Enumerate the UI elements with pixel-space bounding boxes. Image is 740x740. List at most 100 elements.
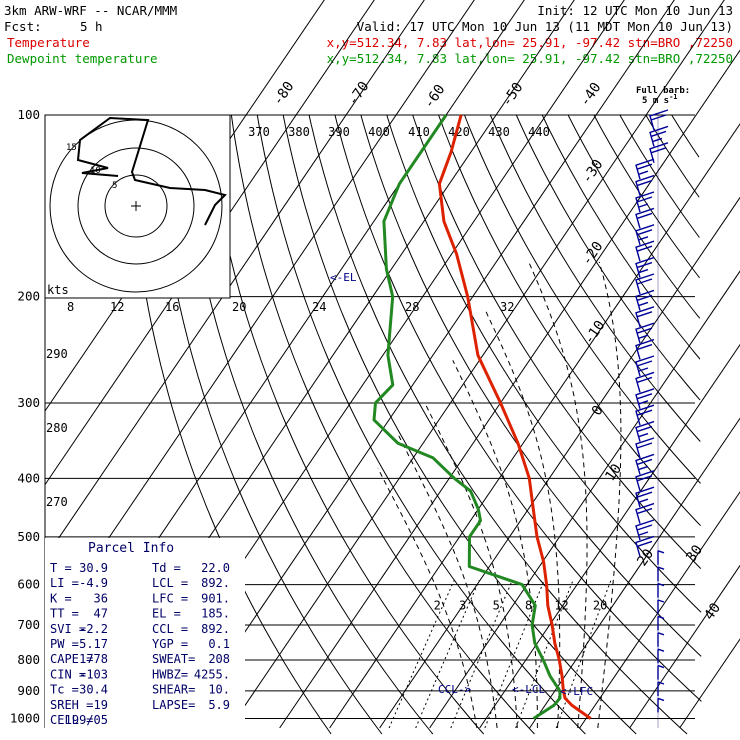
parcel-info-cell: K = — [50, 591, 72, 605]
ring-label: 12 — [110, 300, 124, 314]
pressure-tick-label: 600 — [17, 577, 40, 592]
parcel-info-cell: LFC = — [152, 591, 188, 605]
isotherm-label: 40 — [701, 600, 724, 623]
pressure-tick-label: 100 — [17, 107, 40, 122]
temperature-series-info: x,y=512.34, 7.83 lat,lon= 25.91, -97.42 … — [327, 35, 733, 50]
forecast-hours: 5 h — [80, 19, 103, 34]
parcel-info-cell: 36 — [94, 591, 108, 605]
parcel-info-cell: T = — [50, 561, 72, 575]
isotherm-label: 10 — [602, 461, 625, 484]
theta-label: 430 — [488, 125, 510, 139]
ring-label: 8 — [67, 300, 74, 314]
parcel-info-cell: LCL = — [152, 576, 188, 590]
parcel-info-title: Parcel Info — [88, 541, 174, 556]
parcel-info-cell: 30.4 — [79, 683, 108, 697]
parcel-info-cell: 22.0 — [201, 561, 230, 575]
pressure-tick-label: 1000 — [10, 711, 40, 726]
parcel-info-cell: 1778 — [79, 652, 108, 666]
parcel-info-cell: 5.17 — [79, 637, 108, 651]
parcel-info-cell: 892. — [201, 622, 230, 636]
wind-barb — [658, 666, 664, 680]
dry-adiabat — [594, 115, 700, 278]
dry-adiabat — [568, 115, 700, 318]
wind-barb — [658, 616, 664, 630]
theta-label: 400 — [368, 125, 390, 139]
parcel-info-cell: -2.2 — [79, 622, 108, 636]
ring-label: 24 — [312, 300, 326, 314]
parcel-info-cell: 199/05 — [65, 713, 108, 727]
dry-adiabat — [387, 115, 701, 612]
parcel-info-cell: 30.9 — [79, 561, 108, 575]
mixing-ratio-label: 20 — [593, 598, 607, 612]
parcel-info-cell: SWEAT= — [152, 652, 195, 666]
parcel-info-cell: Tc = — [50, 683, 79, 697]
mixing-ratio-labels: 2 3 5 8 12 20 — [434, 598, 608, 612]
parcel-info-cell: PW = — [50, 637, 79, 651]
parcel-info-cell: EL = — [152, 607, 181, 621]
barb-legend-exponent: -1 — [669, 93, 677, 101]
pressure-tick-label: 800 — [17, 652, 40, 667]
barb-staff — [658, 666, 664, 680]
pressure-tick-label: 400 — [17, 470, 40, 485]
pressure-tick-label: 500 — [17, 529, 40, 544]
parcel-info-cell: YGP = — [152, 637, 188, 651]
parcel-info-cell: SREH = — [50, 698, 93, 712]
parcel-info-cell: HWBZ= — [152, 667, 188, 681]
parcel-info-cell: 19 — [94, 698, 108, 712]
parcel-info-box: Parcel Info T = 30.9 Td = 22.0LI = -4.9 LCL =… — [45, 538, 245, 734]
mixing-ratio-lines — [389, 580, 611, 728]
parcel-info-cell: -4.9 — [79, 576, 108, 590]
isotherm-label: -40 — [577, 80, 605, 110]
dry-adiabat — [672, 115, 699, 157]
barb-staff — [658, 616, 664, 630]
ccl-label: CCL — [438, 683, 458, 696]
wind-barb — [658, 584, 664, 598]
isotherm-label: -70 — [345, 79, 373, 109]
isotherm-label: 30 — [683, 542, 706, 565]
lcl-label: LCL — [525, 683, 545, 696]
mixing-ratio-label: 2 — [434, 598, 441, 612]
theta-label: 390 — [328, 125, 350, 139]
parcel-info-cell: 185. — [201, 607, 230, 621]
mixing-ratio-label: 5 — [493, 598, 500, 612]
ring-label: 28 — [405, 300, 419, 314]
pressure-tick-label: 700 — [17, 617, 40, 632]
barb-staff — [658, 551, 664, 565]
hodograph: 5 10 15 kts — [45, 115, 230, 298]
hodograph-ring-label: 5 — [112, 181, 117, 191]
isotherm-label: -80 — [270, 79, 298, 109]
parcel-info-cell: LAPSE= — [152, 698, 195, 712]
wind-barb — [658, 633, 664, 647]
theta-label: 370 — [248, 125, 270, 139]
lfc-marker: <-LFC — [560, 685, 593, 698]
isotherm — [630, 16, 740, 728]
parcel-info-cell: 47 — [94, 607, 108, 621]
barb-staff — [658, 633, 664, 647]
pressure-labels: 100 200 300 400 500 600 700 800 900 1000 — [10, 107, 40, 726]
hodograph-units: kts — [47, 283, 69, 297]
ring-label: 32 — [500, 300, 514, 314]
pressure-tick-label: 300 — [17, 395, 40, 410]
isotherm-label: -30 — [579, 157, 607, 187]
lcl-marker: <-LCL — [512, 683, 545, 696]
dry-adiabat — [309, 115, 687, 734]
valid-time: Valid: 17 UTC Mon 10 Jun 13 (11 MDT Mon … — [357, 19, 733, 34]
theta-label-left: 280 — [46, 421, 68, 435]
dewpoint-line — [374, 115, 560, 719]
wind-barb — [658, 551, 664, 565]
el-marker: <-EL — [330, 271, 357, 284]
pressure-tick-label: 200 — [17, 289, 40, 304]
isotherm — [680, 89, 740, 728]
ring-label: 16 — [165, 300, 179, 314]
barb-legend-line1: Full barb: — [636, 86, 690, 96]
theta-label: 440 — [528, 125, 550, 139]
temperature-line — [439, 115, 590, 719]
theta-label-left: 290 — [46, 347, 68, 361]
isotherm-label: -20 — [579, 239, 607, 269]
mixing-ratio-label: 3 — [459, 598, 466, 612]
barb-legend-unit: 5 m s — [642, 96, 669, 106]
parcel-info-cell: 901. — [201, 591, 230, 605]
parcel-info-cell: LI = — [50, 576, 79, 590]
mixing-ratio-label: 12 — [554, 598, 568, 612]
